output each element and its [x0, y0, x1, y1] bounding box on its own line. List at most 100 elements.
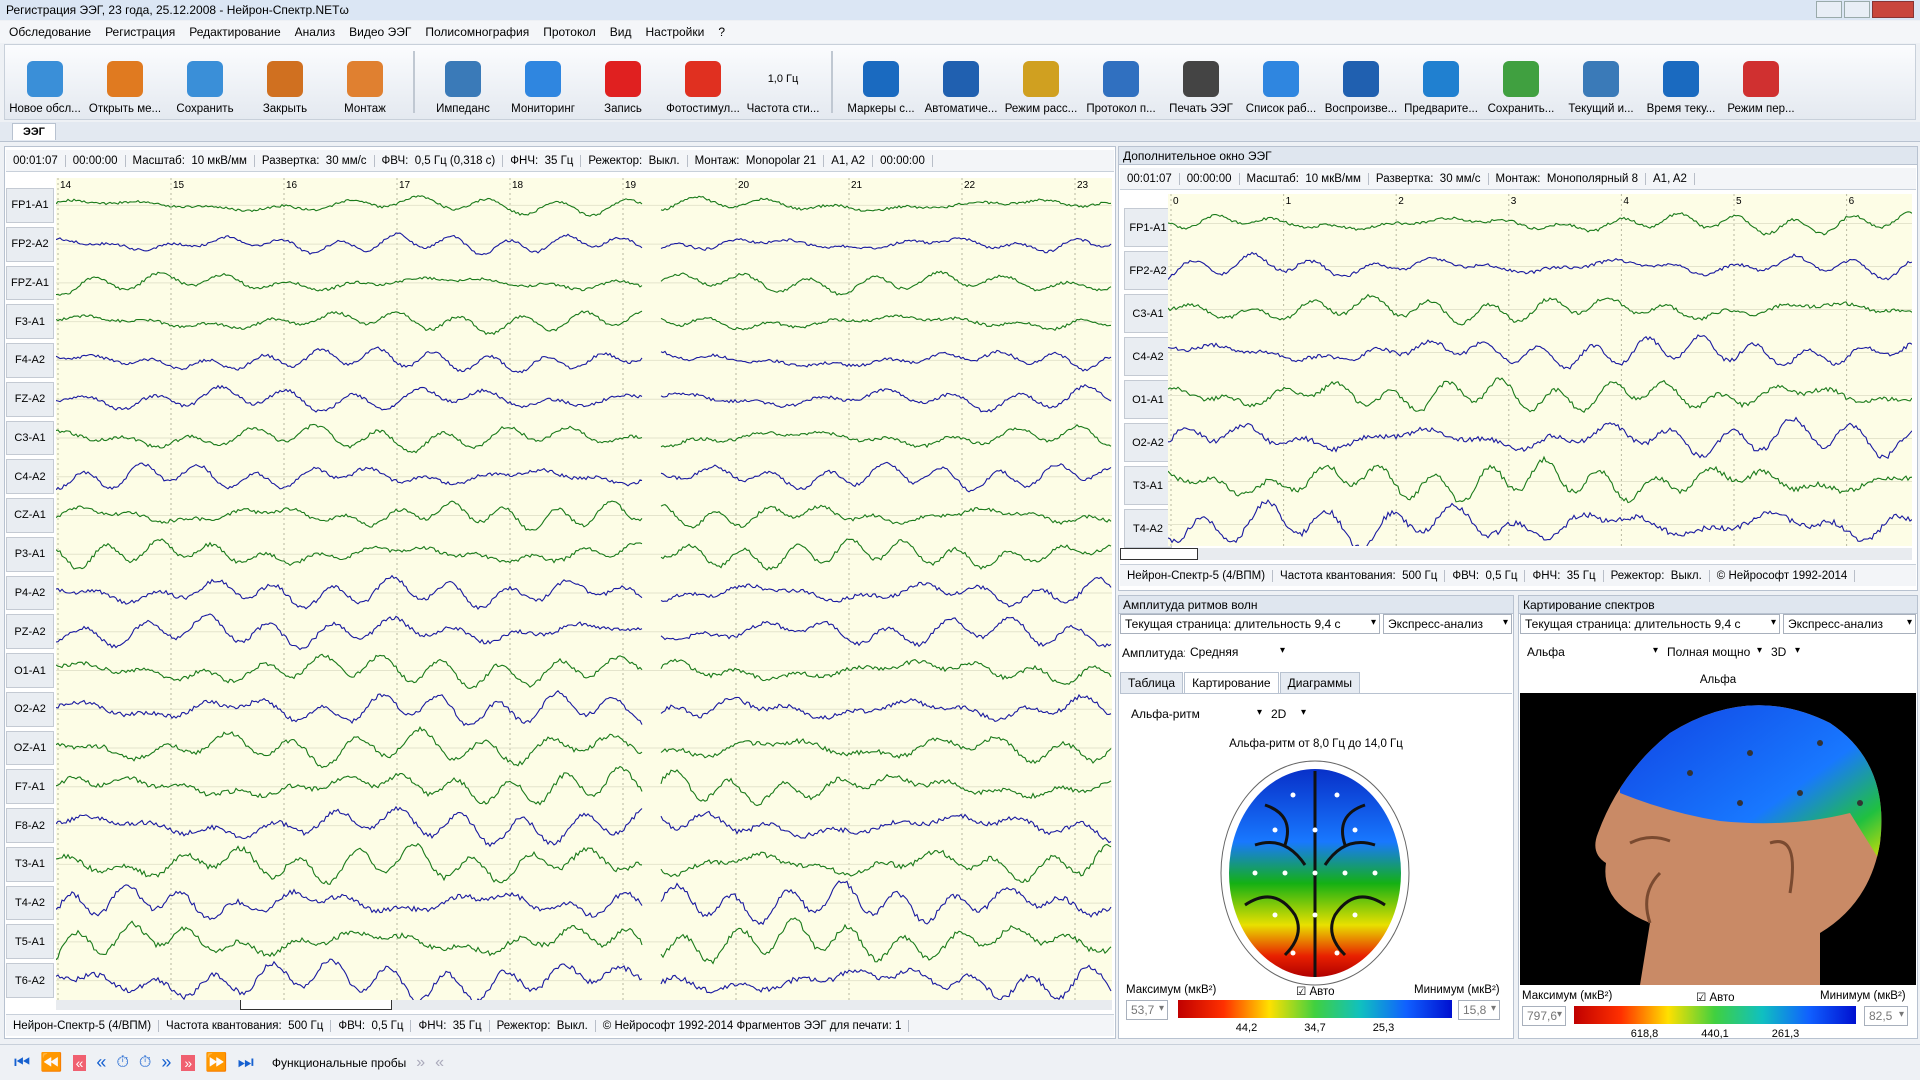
- toolbar-button[interactable]: Сохранить: [165, 45, 245, 119]
- toolbar-button[interactable]: Режим расс...: [1001, 45, 1081, 119]
- maximize-button[interactable]: [1844, 1, 1870, 18]
- next-button[interactable]: »: [181, 1054, 196, 1071]
- toolbar-button[interactable]: 1,0 Гц Частота сти...: [743, 45, 823, 119]
- menu-item[interactable]: Полисомнография: [425, 25, 530, 39]
- channel-label[interactable]: FP1-A1: [1124, 208, 1172, 247]
- channel-label[interactable]: T3-A1: [1124, 466, 1172, 505]
- tab[interactable]: Картирование: [1184, 672, 1279, 693]
- channel-label[interactable]: O2-A2: [6, 691, 54, 727]
- tab[interactable]: Таблица: [1120, 672, 1184, 693]
- channel-label[interactable]: O1-A1: [1124, 380, 1172, 419]
- toolbar-button[interactable]: Новое обсл...: [5, 45, 85, 119]
- menu-item[interactable]: Анализ: [294, 25, 336, 39]
- timer-button[interactable]: ⏱: [138, 1053, 152, 1071]
- last-button[interactable]: ⏭: [237, 1052, 254, 1072]
- page-select[interactable]: Текущая страница: длительность 9,4 с: [1120, 614, 1380, 634]
- channel-label[interactable]: C3-A1: [1124, 294, 1172, 333]
- analysis-select[interactable]: Экспресс-анализ: [1383, 614, 1512, 634]
- channel-label[interactable]: T4-A2: [1124, 509, 1172, 548]
- channel-label[interactable]: P4-A2: [6, 575, 54, 611]
- back-button[interactable]: «: [72, 1054, 87, 1071]
- max-field[interactable]: 53,7: [1126, 1000, 1168, 1020]
- tab[interactable]: Диаграммы: [1279, 672, 1360, 693]
- menu-item[interactable]: Видео ЭЭГ: [349, 25, 412, 39]
- toolbar-button[interactable]: Время теку...: [1641, 45, 1721, 119]
- forward-button[interactable]: »: [161, 1052, 172, 1072]
- channel-label[interactable]: PZ-A2: [6, 614, 54, 650]
- toolbar-button[interactable]: Запись: [583, 45, 663, 119]
- toolbar-button[interactable]: Режим пер...: [1721, 45, 1801, 119]
- channel-label[interactable]: FZ-A2: [6, 381, 54, 417]
- channel-label[interactable]: P3-A1: [6, 536, 54, 572]
- channel-label[interactable]: T3-A1: [6, 846, 54, 882]
- menu-item[interactable]: Вид: [609, 25, 632, 39]
- channel-label[interactable]: O2-A2: [1124, 423, 1172, 462]
- menu-item[interactable]: Обследование: [9, 25, 92, 39]
- close-button[interactable]: [1872, 1, 1914, 18]
- channel-label[interactable]: FPZ-A1: [6, 265, 54, 301]
- menu-item[interactable]: Редактирование: [189, 25, 281, 39]
- toolbar-button[interactable]: Протокол п...: [1081, 45, 1161, 119]
- channel-label[interactable]: F3-A1: [6, 304, 54, 340]
- auto-checkbox[interactable]: ☑ Авто: [1296, 986, 1335, 998]
- auto-checkbox[interactable]: ☑ Авто: [1696, 992, 1735, 1004]
- rewind-button[interactable]: «: [96, 1052, 107, 1072]
- channel-label[interactable]: F4-A2: [6, 343, 54, 378]
- toolbar-button[interactable]: Фотостимул...: [663, 45, 743, 119]
- scrollbar[interactable]: [56, 1000, 1112, 1010]
- test-next[interactable]: »: [416, 1053, 426, 1071]
- timer-button[interactable]: ⏱: [116, 1053, 129, 1071]
- max-field[interactable]: 797,6: [1522, 1006, 1566, 1026]
- toolbar-button[interactable]: Маркеры с...: [841, 45, 921, 119]
- channel-label[interactable]: T4-A2: [6, 885, 54, 921]
- channel-label[interactable]: CZ-A1: [6, 498, 54, 533]
- min-field[interactable]: 15,8: [1458, 1000, 1500, 1020]
- eeg-trace: [56, 765, 643, 806]
- amp-select[interactable]: Средняя: [1185, 642, 1289, 662]
- toolbar-button[interactable]: Автоматиче...: [921, 45, 1001, 119]
- toolbar-button[interactable]: Воспроизве...: [1321, 45, 1401, 119]
- minimize-button[interactable]: [1816, 1, 1842, 18]
- menu-item[interactable]: ?: [718, 25, 726, 39]
- prev-button[interactable]: ⏪: [40, 1052, 63, 1072]
- channel-label[interactable]: C3-A1: [6, 420, 54, 456]
- toolbar-button[interactable]: Список раб...: [1241, 45, 1321, 119]
- test-prev[interactable]: «: [435, 1053, 445, 1071]
- rhythm-select[interactable]: Альфа-ритм: [1126, 704, 1266, 724]
- toolbar-button[interactable]: Открыть ме...: [85, 45, 165, 119]
- channel-label[interactable]: FP1-A1: [6, 188, 54, 223]
- channel-label[interactable]: OZ-A1: [6, 730, 54, 766]
- channel-label[interactable]: FP2-A2: [1124, 251, 1172, 290]
- menu-item[interactable]: Регистрация: [105, 25, 176, 39]
- channel-label[interactable]: F7-A1: [6, 769, 54, 805]
- toolbar-button[interactable]: Закрыть: [245, 45, 325, 119]
- channel-label[interactable]: C4-A2: [6, 459, 54, 495]
- fast-forward-button[interactable]: ⏩: [205, 1052, 228, 1072]
- eeg-trace: [56, 423, 643, 454]
- channel-label[interactable]: F8-A2: [6, 808, 54, 843]
- power-select[interactable]: Полная мощно: [1662, 642, 1766, 662]
- toolbar-button[interactable]: Печать ЭЭГ: [1161, 45, 1241, 119]
- toolbar-button[interactable]: Монтаж: [325, 45, 405, 119]
- page-select[interactable]: Текущая страница: длительность 9,4 с: [1520, 614, 1780, 634]
- toolbar-button[interactable]: Сохранить...: [1481, 45, 1561, 119]
- toolbar-button[interactable]: Текущий и...: [1561, 45, 1641, 119]
- menu-item[interactable]: Протокол: [543, 25, 596, 39]
- toolbar-button[interactable]: Импеданс: [423, 45, 503, 119]
- channel-label[interactable]: T6-A2: [6, 963, 54, 998]
- band-select[interactable]: Альфа: [1522, 642, 1662, 662]
- mode-select[interactable]: 3D: [1766, 642, 1804, 662]
- mode-select[interactable]: 2D: [1266, 704, 1310, 724]
- menu-item[interactable]: Настройки: [645, 25, 705, 39]
- channel-label[interactable]: O1-A1: [6, 653, 54, 688]
- channel-label[interactable]: T5-A1: [6, 924, 54, 960]
- tab[interactable]: ЭЭГ: [12, 123, 56, 140]
- analysis-select[interactable]: Экспресс-анализ: [1783, 614, 1916, 634]
- channel-label[interactable]: FP2-A2: [6, 226, 54, 262]
- first-button[interactable]: ⏮: [14, 1052, 31, 1072]
- toolbar-button[interactable]: Мониторинг: [503, 45, 583, 119]
- toolbar-button[interactable]: Предварите...: [1401, 45, 1481, 119]
- scrollbar[interactable]: [1120, 548, 1912, 560]
- channel-label[interactable]: C4-A2: [1124, 337, 1172, 376]
- min-field[interactable]: 82,5: [1864, 1006, 1908, 1026]
